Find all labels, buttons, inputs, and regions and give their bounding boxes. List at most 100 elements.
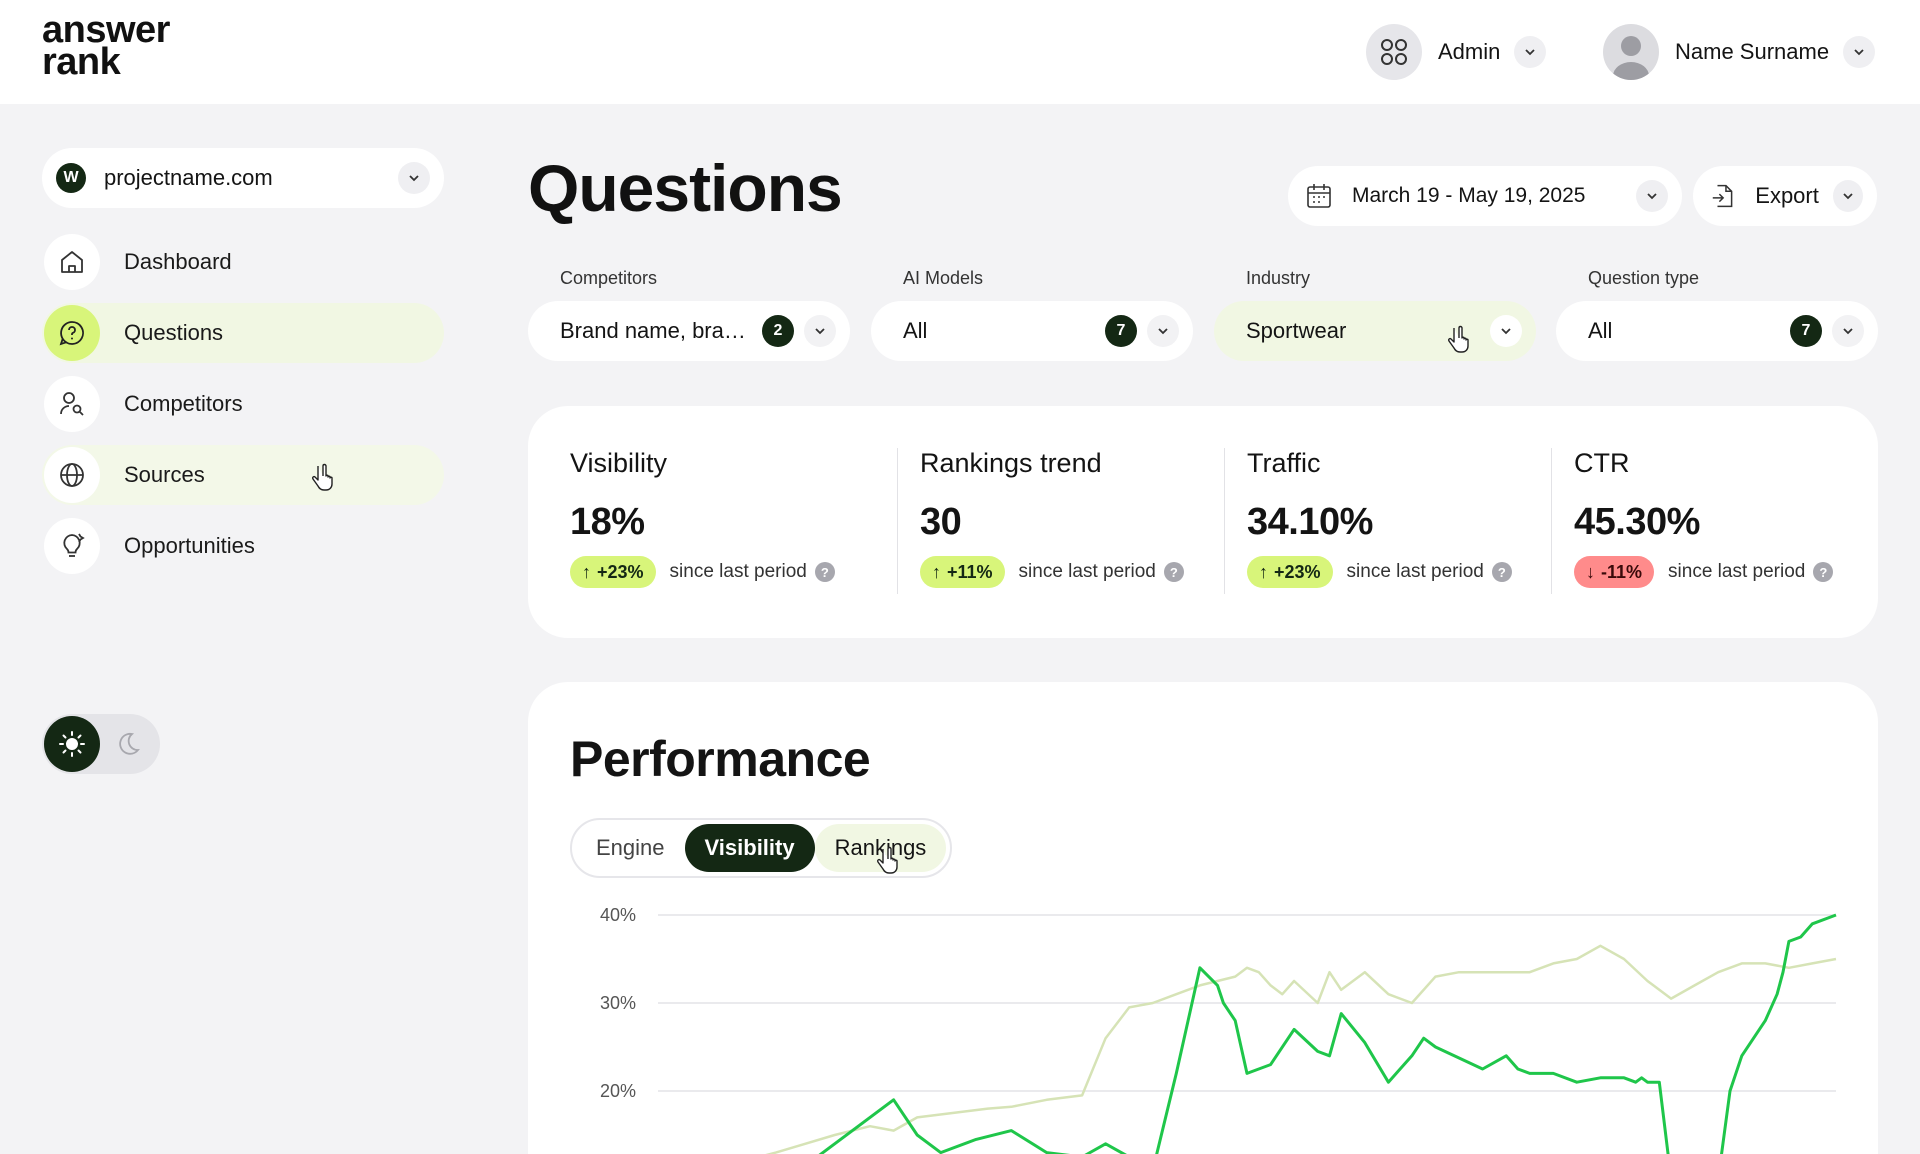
- delta-value: +23%: [1274, 561, 1321, 582]
- question-bubble-icon: [44, 305, 100, 361]
- delta-badge: ↑ +23%: [570, 556, 656, 588]
- chevron-down-icon[interactable]: [1832, 315, 1864, 347]
- since-label: since last period: [1018, 561, 1156, 582]
- logo-line-2: rank: [42, 41, 121, 83]
- count-badge: 2: [762, 315, 794, 347]
- hand-cursor-icon: [312, 463, 333, 491]
- tab-label: Rankings: [834, 835, 927, 860]
- metric-rankings-trend: Rankings trend 30 ↑ +11% since last perio…: [897, 448, 1224, 594]
- question-type-select[interactable]: All 7: [1556, 301, 1878, 361]
- arrow-up-icon: ↑: [932, 561, 941, 582]
- filter-competitors: Competitors Brand name, brand name 2: [528, 268, 850, 361]
- delta-value: +23%: [597, 561, 644, 582]
- sidebar-item-questions[interactable]: Questions: [42, 303, 444, 363]
- chevron-down-icon[interactable]: [804, 315, 836, 347]
- filter-industry: Industry Sportwear: [1214, 268, 1536, 361]
- performance-chart: 40% 30% 20%: [528, 905, 1878, 1154]
- export-button[interactable]: Export: [1693, 166, 1877, 226]
- calendar-icon: [1307, 184, 1331, 208]
- admin-menu[interactable]: Admin: [1366, 24, 1547, 80]
- series-line-secondary: [765, 944, 1837, 1154]
- arrow-down-icon: ↓: [1586, 561, 1595, 582]
- profile-menu[interactable]: Name Surname: [1603, 24, 1876, 80]
- user-search-icon: [44, 376, 100, 432]
- sidebar-item-dashboard[interactable]: Dashboard: [42, 232, 444, 292]
- arrow-up-icon: ↑: [1259, 561, 1268, 582]
- help-icon[interactable]: ?: [1163, 562, 1184, 582]
- hand-cursor-icon: [1448, 325, 1469, 353]
- sidebar-item-label: Opportunities: [124, 533, 255, 558]
- globe-icon: [44, 447, 100, 503]
- filter-question-type: Question type All 7: [1556, 268, 1878, 361]
- admin-label: Admin: [1438, 39, 1501, 64]
- sidebar-nav: Dashboard Questions Competitors Sources …: [42, 232, 444, 587]
- chevron-down-icon[interactable]: [1843, 36, 1876, 68]
- project-name: projectname.com: [104, 165, 273, 190]
- metric-traffic: Traffic 34.10% ↑ +23% since last period ?: [1224, 448, 1551, 594]
- help-icon[interactable]: ?: [1813, 562, 1834, 582]
- industry-select[interactable]: Sportwear: [1214, 301, 1536, 361]
- since-label: since last period: [1346, 561, 1484, 582]
- page-title: Questions: [528, 151, 843, 225]
- performance-card: Performance Engine Visibility Rankings 4…: [528, 682, 1878, 1154]
- filter-label: AI Models: [903, 268, 984, 288]
- metric-value: 18%: [570, 501, 645, 543]
- delta-badge: ↑ +23%: [1247, 556, 1333, 588]
- chevron-down-icon[interactable]: [1636, 180, 1668, 212]
- hand-cursor-icon: [876, 846, 898, 874]
- ai-models-select[interactable]: All 7: [871, 301, 1193, 361]
- delta-badge: ↑ +11%: [920, 556, 1005, 588]
- help-icon[interactable]: ?: [1491, 562, 1512, 582]
- metric-title: Traffic: [1247, 448, 1321, 478]
- brand-logo[interactable]: answer rank: [42, 11, 170, 83]
- filter-label: Industry: [1246, 268, 1311, 288]
- filter-value: All: [903, 318, 928, 343]
- delta-value: -11%: [1601, 561, 1643, 582]
- chevron-down-icon[interactable]: [1514, 36, 1547, 68]
- metric-value: 34.10%: [1247, 501, 1373, 543]
- lightbulb-icon: [44, 518, 100, 574]
- sidebar-item-sources[interactable]: Sources: [42, 445, 444, 505]
- chevron-down-icon[interactable]: [1147, 315, 1179, 347]
- y-tick-label: 20%: [600, 1081, 636, 1101]
- tab-engine[interactable]: Engine: [596, 835, 665, 860]
- sun-icon[interactable]: [44, 716, 100, 772]
- tab-rankings[interactable]: Rankings: [814, 824, 947, 874]
- theme-toggle[interactable]: [42, 714, 160, 774]
- metrics-card: Visibility 18% ↑ +23% since last period ?…: [528, 406, 1878, 638]
- metric-ctr: CTR 45.30% ↓ -11% since last period ?: [1551, 448, 1878, 594]
- filter-value: Brand name, brand name: [560, 318, 752, 343]
- tab-visibility[interactable]: Visibility: [684, 824, 815, 872]
- top-bar: answer rank Admin Name Surname: [0, 0, 1920, 104]
- competitors-select[interactable]: Brand name, brand name 2: [528, 301, 850, 361]
- sidebar-item-competitors[interactable]: Competitors: [42, 374, 444, 434]
- export-file-icon: [1712, 184, 1733, 208]
- delta-value: +11%: [947, 561, 993, 582]
- export-label: Export: [1755, 183, 1819, 208]
- sidebar-item-opportunities[interactable]: Opportunities: [42, 516, 444, 576]
- filter-value: Sportwear: [1246, 318, 1347, 343]
- chevron-down-icon[interactable]: [1832, 180, 1863, 212]
- metric-title: Rankings trend: [920, 448, 1102, 478]
- metric-value: 45.30%: [1574, 501, 1700, 543]
- performance-tabs: Engine Visibility Rankings: [570, 818, 953, 878]
- chevron-down-icon[interactable]: [398, 162, 430, 194]
- metric-visibility: Visibility 18% ↑ +23% since last period ?: [570, 448, 897, 594]
- since-label: since last period: [1668, 561, 1806, 582]
- moon-icon[interactable]: [100, 716, 156, 772]
- metric-title: Visibility: [570, 448, 668, 478]
- chevron-down-icon[interactable]: [1490, 315, 1522, 347]
- help-icon[interactable]: ?: [814, 562, 835, 582]
- date-range-picker[interactable]: March 19 - May 19, 2025: [1288, 166, 1682, 226]
- y-tick-label: 30%: [600, 993, 636, 1013]
- home-icon: [44, 234, 100, 290]
- series-line-primary: [818, 913, 1837, 1154]
- sidebar-item-label: Questions: [124, 320, 224, 345]
- count-badge: 7: [1790, 315, 1822, 347]
- user-name: Name Surname: [1675, 39, 1830, 64]
- metric-value: 30: [920, 501, 962, 543]
- metric-title: CTR: [1574, 448, 1630, 478]
- sidebar-item-label: Dashboard: [124, 249, 232, 274]
- apps-grid-icon: [1366, 24, 1422, 80]
- project-selector[interactable]: W projectname.com: [42, 148, 444, 208]
